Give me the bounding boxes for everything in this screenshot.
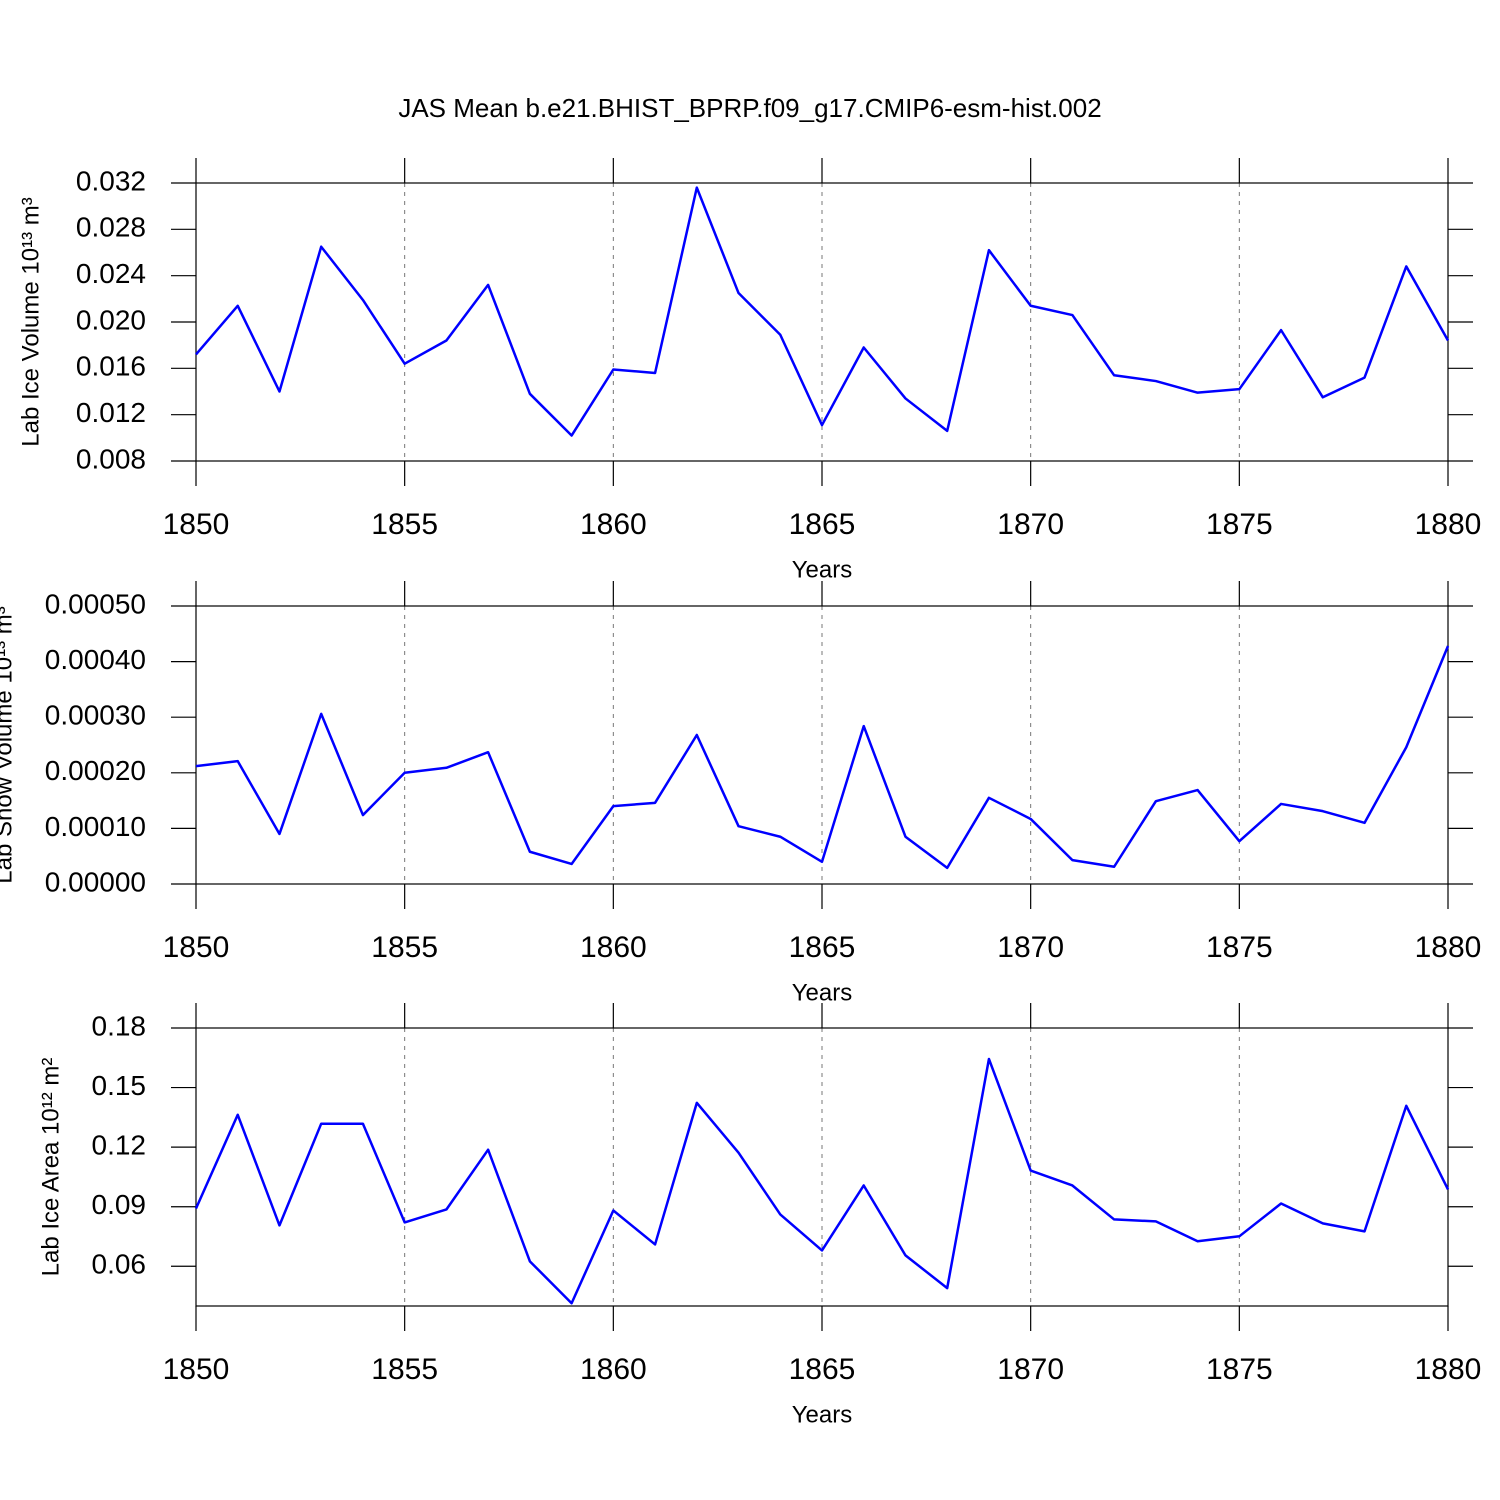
y-tick-label: 0.18 bbox=[92, 1010, 147, 1041]
y-tick-label: 0.00010 bbox=[45, 811, 146, 842]
x-tick-label: 1860 bbox=[580, 508, 647, 541]
x-tick-label: 1855 bbox=[371, 931, 438, 964]
x-tick-label: 1850 bbox=[163, 931, 230, 964]
data-line bbox=[194, 1057, 1450, 1305]
y-tick-label: 0.028 bbox=[76, 212, 146, 243]
y-tick-label: 0.09 bbox=[92, 1189, 147, 1220]
x-axis-label: Years bbox=[792, 979, 853, 1006]
y-tick-label: 0.12 bbox=[92, 1130, 147, 1161]
plot-frame bbox=[195, 182, 1449, 462]
x-tick-label: 1865 bbox=[789, 508, 856, 541]
y-tick-label: 0.00000 bbox=[45, 866, 146, 897]
x-tick-label: 1855 bbox=[371, 1353, 438, 1386]
data-line bbox=[195, 186, 1450, 437]
y-tick-label: 0.032 bbox=[76, 165, 146, 196]
y-tick-label: 0.008 bbox=[76, 443, 146, 474]
x-tick-label: 1875 bbox=[1206, 1353, 1273, 1386]
y-tick-label: 0.06 bbox=[92, 1249, 147, 1280]
x-tick-label: 1880 bbox=[1415, 1353, 1482, 1386]
x-tick-label: 1855 bbox=[371, 508, 438, 541]
y-tick-label: 0.00030 bbox=[45, 700, 146, 731]
y-axis-label: Lab Ice Area 10¹² m² bbox=[37, 1058, 64, 1277]
y-tick-label: 0.024 bbox=[76, 258, 146, 289]
x-tick-label: 1850 bbox=[163, 1353, 230, 1386]
y-tick-label: 0.00050 bbox=[45, 588, 146, 619]
x-tick-label: 1870 bbox=[997, 508, 1064, 541]
data-line bbox=[195, 645, 1450, 870]
y-tick-label: 0.020 bbox=[76, 304, 146, 335]
y-tick-label: 0.00020 bbox=[45, 755, 146, 786]
x-tick-label: 1875 bbox=[1206, 508, 1273, 541]
x-tick-label: 1850 bbox=[163, 508, 230, 541]
x-axis-label: Years bbox=[792, 556, 853, 583]
x-tick-label: 1875 bbox=[1206, 931, 1273, 964]
x-tick-label: 1865 bbox=[789, 1353, 856, 1386]
x-tick-label: 1870 bbox=[997, 1353, 1064, 1386]
y-axis-label: Lab Ice Volume 10¹³ m³ bbox=[17, 197, 44, 446]
y-tick-label: 0.00040 bbox=[45, 644, 146, 675]
plot-frame bbox=[195, 605, 1449, 885]
x-axis-label: Years bbox=[792, 1401, 853, 1428]
x-tick-label: 1870 bbox=[997, 931, 1064, 964]
chart-title: JAS Mean b.e21.BHIST_BPRP.f09_g17.CMIP6-… bbox=[398, 93, 1101, 123]
y-tick-label: 0.012 bbox=[76, 397, 146, 428]
x-tick-label: 1860 bbox=[580, 931, 647, 964]
x-tick-label: 1880 bbox=[1415, 508, 1482, 541]
x-tick-label: 1880 bbox=[1415, 931, 1482, 964]
y-tick-label: 0.016 bbox=[76, 351, 146, 382]
x-tick-label: 1860 bbox=[580, 1353, 647, 1386]
plot-frame bbox=[195, 1027, 1449, 1307]
y-axis-label: Lab Snow Volume 10¹³ m³ bbox=[0, 606, 17, 883]
x-tick-label: 1865 bbox=[789, 931, 856, 964]
y-tick-label: 0.15 bbox=[92, 1070, 147, 1101]
